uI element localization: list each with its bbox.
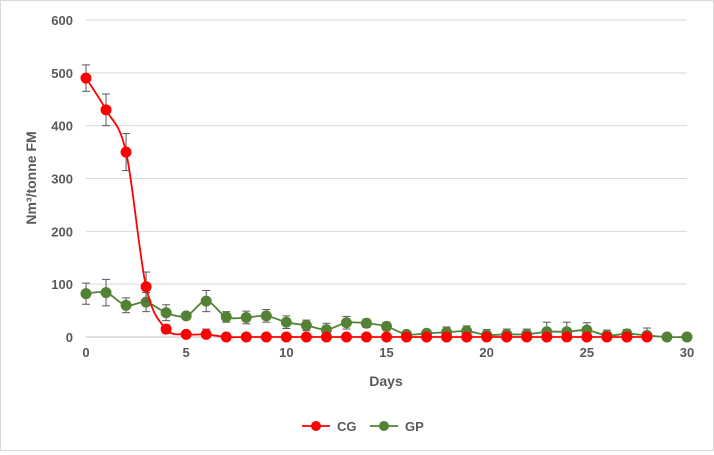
- data-point-cg: [521, 331, 533, 343]
- series-cg: [80, 64, 653, 343]
- data-point-cg: [240, 331, 252, 343]
- data-point-gp: [100, 287, 112, 299]
- data-point-cg: [140, 281, 152, 293]
- data-point-gp: [200, 295, 212, 307]
- data-point-cg: [160, 323, 172, 335]
- data-point-gp: [160, 307, 172, 319]
- data-point-cg: [120, 146, 132, 158]
- data-point-gp: [260, 310, 272, 322]
- data-point-cg: [320, 331, 332, 343]
- data-point-gp: [220, 311, 232, 323]
- data-point-cg: [441, 331, 453, 343]
- data-point-cg: [641, 331, 653, 343]
- data-point-cg: [200, 328, 212, 340]
- data-point-cg: [401, 331, 413, 343]
- legend-item-gp: GP: [370, 419, 424, 434]
- x-tick-label: 0: [82, 345, 89, 360]
- data-point-gp: [360, 317, 372, 329]
- legend-item-cg: CG: [302, 419, 357, 434]
- data-point-cg: [461, 331, 473, 343]
- y-tick-label: 100: [51, 277, 73, 292]
- y-tick-label: 300: [51, 172, 73, 187]
- x-tick-label: 10: [279, 345, 293, 360]
- legend-marker: [379, 421, 389, 431]
- data-point-gp: [300, 319, 312, 331]
- data-point-cg: [340, 331, 352, 343]
- data-point-cg: [501, 331, 513, 343]
- x-tick-labels: 0 5 10 15 20 25 30: [82, 345, 694, 360]
- data-point-cg: [80, 72, 92, 84]
- data-point-gp: [280, 316, 292, 328]
- data-point-gp: [240, 311, 252, 323]
- data-point-cg: [220, 331, 232, 343]
- y-tick-label: 0: [66, 330, 73, 345]
- y-tick-label: 200: [51, 224, 73, 239]
- y-axis-title: Nm³/tonne FM: [23, 131, 39, 224]
- y-tick-label: 600: [51, 13, 73, 28]
- data-point-cg: [481, 331, 493, 343]
- data-point-gp: [661, 331, 673, 343]
- data-point-cg: [381, 331, 392, 343]
- data-point-cg: [300, 331, 312, 343]
- data-point-cg: [601, 331, 613, 343]
- data-point-cg: [180, 328, 192, 340]
- legend-label: GP: [405, 419, 424, 434]
- series-line-cg: [85, 77, 647, 339]
- y-tick-label: 400: [51, 119, 73, 134]
- series-layer: [80, 64, 693, 343]
- data-point-gp: [120, 299, 132, 311]
- y-tick-labels: 0 100 200 300 400 500 600: [51, 13, 73, 345]
- x-tick-label: 30: [680, 345, 694, 360]
- x-tick-label: 20: [479, 345, 493, 360]
- data-point-cg: [280, 331, 292, 343]
- data-point-cg: [581, 331, 593, 343]
- y-tick-label: 500: [51, 66, 73, 81]
- legend-marker: [311, 421, 321, 431]
- data-point-gp: [340, 317, 352, 329]
- data-point-gp: [381, 320, 392, 332]
- data-point-cg: [100, 104, 112, 116]
- x-axis-title: Days: [369, 373, 403, 389]
- data-point-gp: [681, 331, 693, 343]
- legend: CG GP: [302, 419, 424, 434]
- x-tick-label: 25: [580, 345, 594, 360]
- data-point-cg: [260, 331, 272, 343]
- x-tick-label: 5: [183, 345, 190, 360]
- data-point-gp: [180, 310, 192, 322]
- legend-label: CG: [337, 419, 357, 434]
- x-tick-label: 15: [379, 345, 393, 360]
- data-point-cg: [360, 331, 372, 343]
- data-point-gp: [80, 288, 92, 300]
- data-point-cg: [561, 331, 573, 343]
- gridlines: [86, 19, 687, 338]
- data-point-cg: [621, 331, 633, 343]
- data-point-cg: [541, 331, 553, 343]
- data-point-cg: [421, 331, 433, 343]
